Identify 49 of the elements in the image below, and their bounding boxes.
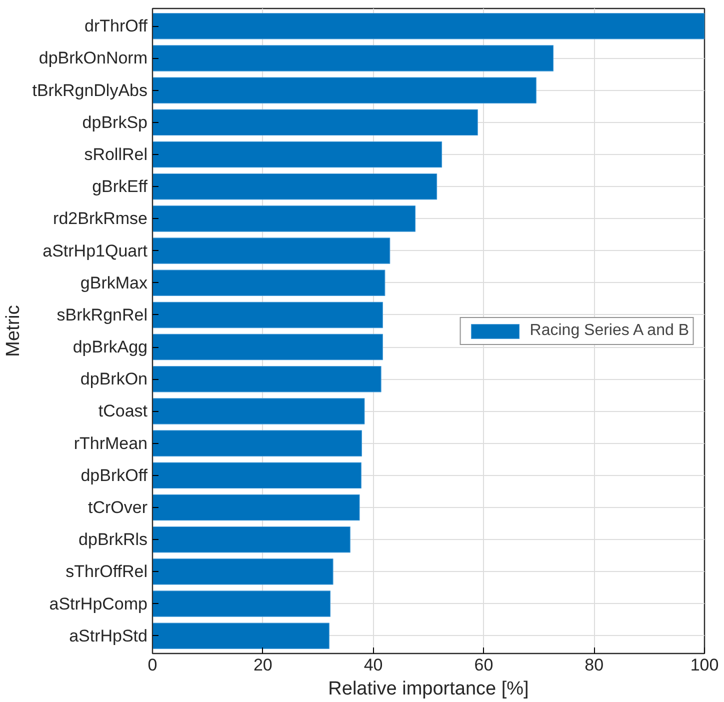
y-tick-label: rThrMean bbox=[74, 434, 148, 453]
bar bbox=[152, 238, 390, 264]
y-tick-label: aStrHpComp bbox=[49, 594, 148, 614]
y-tick-label: gBrkMax bbox=[80, 273, 148, 292]
x-tick-label: 40 bbox=[364, 656, 383, 674]
x-tick-label: 60 bbox=[474, 656, 494, 674]
bar bbox=[152, 398, 365, 424]
bar bbox=[152, 77, 536, 104]
y-tick-label: dpBrkOn bbox=[80, 370, 148, 389]
bar bbox=[152, 622, 330, 649]
bar bbox=[152, 270, 386, 296]
y-tick-label: tBrkRgnDlyAbs bbox=[32, 80, 148, 100]
y-tick-label: dpBrkSp bbox=[82, 112, 148, 132]
bar bbox=[152, 366, 382, 392]
x-tick-label: 20 bbox=[253, 656, 272, 674]
bar bbox=[152, 109, 478, 136]
y-tick-label: tCrOver bbox=[88, 498, 148, 517]
bar bbox=[152, 173, 438, 200]
x-axis-title: Relative importance [%] bbox=[328, 678, 529, 700]
y-tick-label: sThrOffRel bbox=[66, 562, 148, 582]
y-tick-label: drThrOff bbox=[84, 16, 148, 36]
bar bbox=[152, 494, 360, 521]
bar bbox=[152, 45, 554, 72]
bar bbox=[152, 558, 334, 585]
bar bbox=[152, 141, 442, 168]
bar bbox=[152, 430, 362, 456]
bar bbox=[152, 302, 383, 328]
legend-label: Racing Series A and B bbox=[530, 322, 689, 340]
bar bbox=[152, 206, 416, 232]
y-tick-label: aStrHp1Quart bbox=[42, 241, 148, 260]
bar bbox=[152, 590, 331, 617]
y-tick-label: sBrkRgnRel bbox=[56, 305, 148, 324]
bar bbox=[152, 462, 362, 489]
y-tick-label: aStrHpStd bbox=[69, 626, 148, 646]
y-tick-label: dpBrkOnNorm bbox=[38, 48, 148, 68]
bar bbox=[152, 526, 350, 553]
y-tick-label: tCoast bbox=[98, 402, 148, 421]
y-axis-title: Metric bbox=[3, 305, 24, 357]
bar bbox=[152, 13, 704, 40]
y-tick-label: gBrkEff bbox=[92, 177, 148, 196]
x-tick-label: 0 bbox=[148, 656, 158, 674]
bar bbox=[152, 334, 383, 360]
x-tick-label: 100 bbox=[690, 656, 719, 674]
x-tick-label: 80 bbox=[584, 656, 604, 674]
y-tick-label: dpBrkOff bbox=[80, 466, 148, 485]
y-tick-label: rd2BrkRmse bbox=[53, 209, 148, 228]
y-tick-label: dpBrkRls bbox=[78, 530, 148, 550]
y-tick-label: sRollRel bbox=[84, 145, 148, 164]
y-tick-label: dpBrkAgg bbox=[72, 338, 148, 357]
